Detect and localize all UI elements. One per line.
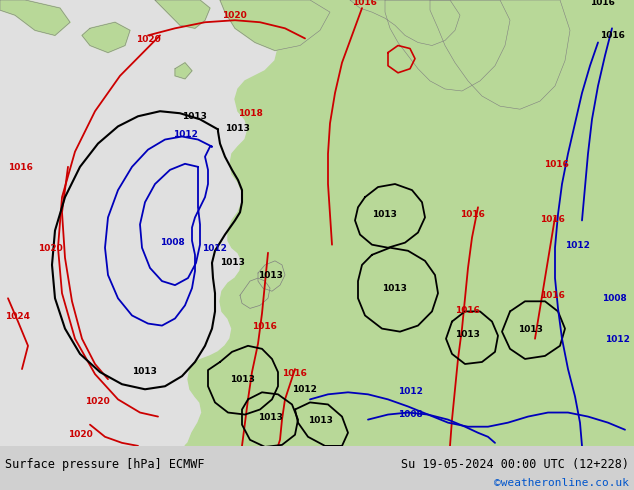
Text: 1016: 1016 xyxy=(540,216,565,224)
Text: ©weatheronline.co.uk: ©weatheronline.co.uk xyxy=(494,478,629,488)
Polygon shape xyxy=(385,0,510,91)
Text: 1020: 1020 xyxy=(222,11,247,20)
Text: 1013: 1013 xyxy=(258,413,283,421)
Text: 1020: 1020 xyxy=(136,35,160,45)
Polygon shape xyxy=(155,0,210,28)
Text: 1016: 1016 xyxy=(252,321,277,331)
Text: 1012: 1012 xyxy=(565,241,590,250)
Text: 1013: 1013 xyxy=(382,284,407,293)
Polygon shape xyxy=(185,0,634,446)
Text: 1008: 1008 xyxy=(160,238,184,246)
Text: 1013: 1013 xyxy=(220,258,245,267)
Text: 1018: 1018 xyxy=(238,109,263,118)
Text: 1013: 1013 xyxy=(455,330,480,339)
Text: 1016: 1016 xyxy=(460,210,485,220)
Text: 1013: 1013 xyxy=(182,112,207,122)
Text: 1016: 1016 xyxy=(8,163,33,172)
Text: 1016: 1016 xyxy=(544,160,569,169)
Polygon shape xyxy=(430,0,570,109)
Polygon shape xyxy=(0,0,70,35)
Polygon shape xyxy=(82,22,130,52)
Polygon shape xyxy=(175,63,192,79)
Text: 1012: 1012 xyxy=(292,385,317,394)
Polygon shape xyxy=(258,261,285,291)
Text: Su 19-05-2024 00:00 UTC (12+228): Su 19-05-2024 00:00 UTC (12+228) xyxy=(401,458,629,471)
Text: 1016: 1016 xyxy=(352,0,377,7)
Text: 1012: 1012 xyxy=(398,387,423,396)
Text: 1013: 1013 xyxy=(132,367,157,376)
Text: 1013: 1013 xyxy=(518,325,543,334)
Text: 1016: 1016 xyxy=(540,291,565,300)
Text: 1012: 1012 xyxy=(605,335,630,344)
Text: 1013: 1013 xyxy=(225,124,250,133)
Text: 1013: 1013 xyxy=(230,375,255,384)
Text: 1020: 1020 xyxy=(85,397,110,406)
Text: 1012: 1012 xyxy=(202,244,227,253)
Text: 1016: 1016 xyxy=(282,369,307,378)
Text: 1024: 1024 xyxy=(5,312,30,320)
Text: 1016: 1016 xyxy=(590,0,615,7)
Polygon shape xyxy=(350,0,460,46)
Polygon shape xyxy=(240,278,270,308)
Text: 1013: 1013 xyxy=(308,416,333,425)
Text: 1020: 1020 xyxy=(38,244,63,253)
Bar xyxy=(580,0,634,253)
Text: 1008: 1008 xyxy=(398,410,423,418)
Text: 1013: 1013 xyxy=(258,271,283,280)
Polygon shape xyxy=(510,0,634,122)
Text: 1008: 1008 xyxy=(602,294,627,303)
Text: 1016: 1016 xyxy=(600,31,625,40)
Text: 1016: 1016 xyxy=(455,306,480,316)
Text: 1012: 1012 xyxy=(173,129,198,139)
Text: Surface pressure [hPa] ECMWF: Surface pressure [hPa] ECMWF xyxy=(5,458,205,471)
Polygon shape xyxy=(220,0,330,50)
Text: 1013: 1013 xyxy=(372,210,397,220)
Text: 1020: 1020 xyxy=(68,430,93,439)
